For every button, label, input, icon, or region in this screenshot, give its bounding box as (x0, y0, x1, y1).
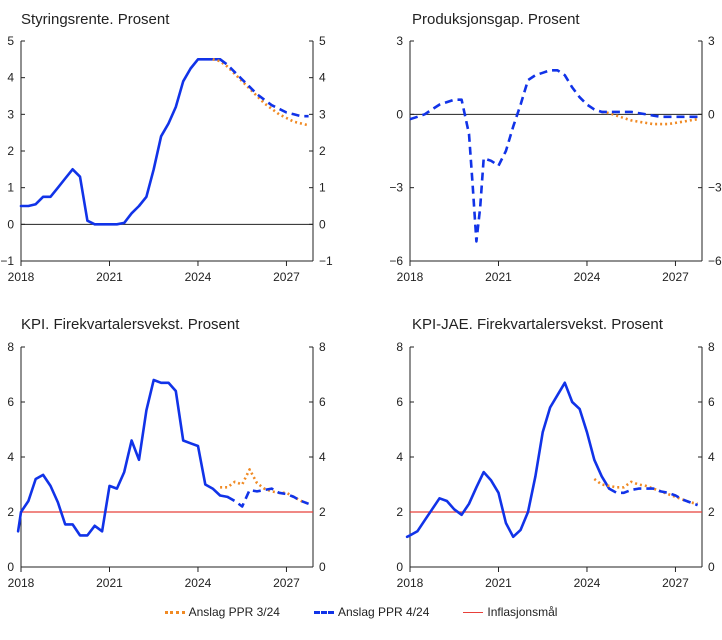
y-tick-label-right: 6 (319, 395, 326, 409)
y-tick-label-right: 1 (319, 181, 326, 195)
y-tick-label-left: −1 (0, 254, 14, 268)
legend: Anslag PPR 3/24 Anslag PPR 4/24 Inflasjo… (0, 601, 722, 623)
legend-label-ppr3: Anslag PPR 3/24 (188, 605, 280, 619)
x-tick-label: 2027 (662, 270, 689, 284)
y-tick-label-right: 5 (319, 34, 326, 48)
y-tick-label-right: 2 (319, 144, 326, 158)
y-tick-label-left: 0 (396, 107, 403, 121)
series-line-ppr4 (409, 69, 698, 243)
y-tick-label-left: 6 (396, 395, 403, 409)
x-tick-label: 2021 (485, 270, 512, 284)
y-tick-label-right: 8 (708, 340, 715, 354)
y-tick-label-left: 0 (7, 217, 14, 231)
x-tick-label: 2027 (273, 270, 300, 284)
y-tick-label-left: 2 (396, 505, 403, 519)
series-line-history (19, 58, 222, 226)
y-tick-label-right: 2 (319, 505, 326, 519)
y-tick-label-right: 2 (708, 505, 715, 519)
x-tick-label: 2024 (185, 270, 212, 284)
x-tick-label: 2024 (185, 576, 212, 590)
legend-item-ppr3: Anslag PPR 3/24 (164, 601, 280, 623)
series-line-ppr3 (593, 477, 698, 506)
legend-label-ppr4: Anslag PPR 4/24 (337, 605, 430, 619)
y-tick-label-left: −3 (389, 181, 403, 195)
y-tick-label-right: 0 (319, 560, 326, 574)
y-tick-label-left: 1 (7, 181, 14, 195)
y-tick-label-right: 3 (319, 107, 326, 121)
series-line-ppr4 (226, 487, 310, 508)
y-tick-label-left: 4 (7, 450, 14, 464)
y-tick-label-right: 3 (708, 34, 715, 48)
y-tick-label-left: 6 (7, 395, 14, 409)
chart-title: Produksjonsgap. Prosent (412, 11, 580, 28)
legend-swatch-ppr4 (313, 610, 334, 614)
legend-swatch-target (463, 611, 484, 613)
y-tick-label-right: 6 (708, 395, 715, 409)
series-line-ppr4 (608, 487, 699, 507)
x-tick-label: 2018 (8, 576, 35, 590)
x-tick-label: 2018 (8, 270, 35, 284)
x-tick-label: 2018 (397, 576, 424, 590)
y-tick-label-right: 4 (708, 450, 715, 464)
x-tick-label: 2024 (574, 270, 601, 284)
y-tick-label-right: −6 (708, 254, 722, 268)
legend-item-target: Inflasjonsmål (463, 601, 557, 623)
legend-item-ppr4: Anslag PPR 4/24 (313, 601, 430, 623)
chart-title: KPI-JAE. Firekvartalersvekst. Prosent (412, 316, 664, 333)
legend-swatch-ppr3 (164, 610, 185, 614)
y-tick-label-right: −1 (319, 254, 333, 268)
y-tick-label-left: 2 (7, 505, 14, 519)
y-tick-label-right: 0 (319, 217, 326, 231)
x-tick-label: 2027 (662, 576, 689, 590)
y-tick-label-right: 0 (708, 560, 715, 574)
chart-title: Styringsrente. Prosent (21, 11, 170, 28)
y-tick-label-right: 4 (319, 450, 326, 464)
x-tick-label: 2024 (574, 576, 601, 590)
series-line-ppr4 (219, 58, 309, 118)
x-tick-label: 2021 (485, 576, 512, 590)
series-line-history (405, 381, 611, 539)
y-tick-label-left: 3 (396, 34, 403, 48)
x-tick-label: 2027 (273, 576, 300, 590)
y-tick-label-left: 8 (396, 340, 403, 354)
series-line-ppr3 (220, 468, 310, 506)
chart-title: KPI. Firekvartalersvekst. Prosent (21, 316, 240, 333)
y-tick-label-left: 5 (7, 34, 14, 48)
y-tick-label-right: 4 (319, 71, 326, 85)
x-tick-label: 2021 (96, 576, 123, 590)
y-tick-label-left: 3 (7, 107, 14, 121)
y-tick-label-right: 8 (319, 340, 326, 354)
y-tick-label-left: 4 (7, 71, 14, 85)
y-tick-label-left: 8 (7, 340, 14, 354)
y-tick-label-left: 0 (7, 560, 14, 574)
series-line-history (16, 378, 229, 537)
y-tick-label-right: 0 (708, 107, 715, 121)
y-tick-label-right: −3 (708, 181, 722, 195)
x-tick-label: 2018 (397, 270, 424, 284)
y-tick-label-left: 4 (396, 450, 403, 464)
x-tick-label: 2021 (96, 270, 123, 284)
y-tick-label-left: 0 (396, 560, 403, 574)
legend-label-target: Inflasjonsmål (487, 605, 558, 619)
y-tick-label-left: 2 (7, 144, 14, 158)
y-tick-label-left: −6 (389, 254, 403, 268)
series-line-ppr3 (601, 110, 698, 126)
